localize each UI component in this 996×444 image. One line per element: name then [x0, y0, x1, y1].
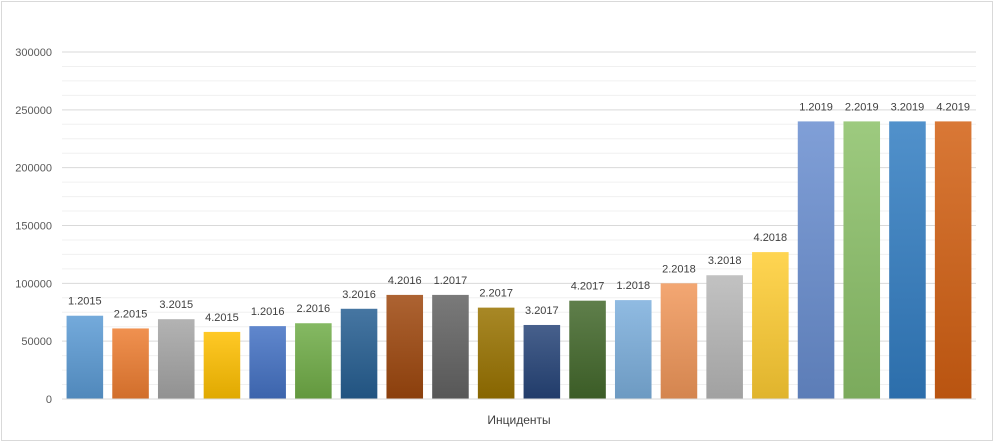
data-label: 1.2017 — [434, 275, 468, 287]
gridlines — [62, 51, 976, 386]
y-tick-label: 200000 — [15, 163, 52, 175]
data-label: 2.2018 — [662, 263, 696, 275]
data-label: 3.2019 — [891, 101, 925, 113]
data-label: 1.2016 — [251, 306, 285, 318]
bar — [843, 121, 881, 400]
bars — [66, 121, 972, 400]
bar — [569, 300, 606, 399]
data-label: 1.2018 — [616, 280, 650, 292]
bar — [157, 319, 195, 399]
data-label: 1.2019 — [799, 101, 833, 113]
data-label: 2.2019 — [845, 101, 879, 113]
bar — [477, 307, 515, 399]
data-label: 2.2015 — [114, 308, 148, 320]
bar — [797, 121, 835, 400]
data-label: 3.2016 — [342, 289, 376, 301]
bar — [432, 294, 469, 399]
bar — [934, 121, 972, 400]
data-label: 4.2016 — [388, 275, 422, 287]
bar — [752, 252, 789, 399]
bar — [889, 121, 926, 400]
data-label: 3.2018 — [708, 255, 742, 267]
bar — [386, 294, 424, 399]
data-label: 4.2015 — [205, 312, 239, 324]
data-label: 3.2015 — [159, 299, 193, 311]
data-labels: 1.2015 2.2015 3.2015 4.2015 1.2016 2.2016 3.20… — [68, 101, 970, 324]
bar — [706, 275, 743, 399]
y-tick-label: 50000 — [21, 336, 52, 348]
y-tick-label: 150000 — [15, 221, 52, 233]
y-tick-label: 0 — [46, 394, 52, 406]
bar — [614, 300, 652, 399]
y-tick-label: 250000 — [15, 105, 52, 117]
data-label: 2.2016 — [297, 303, 331, 315]
bar — [203, 331, 241, 399]
y-axis-tick-labels: 0 50000 100000 150000 200000 250000 300000 — [15, 47, 52, 406]
data-label: 4.2019 — [936, 101, 970, 113]
data-label: 2.2017 — [479, 288, 513, 300]
bar — [295, 323, 332, 399]
bar — [249, 326, 286, 399]
x-axis-title: Инциденты — [487, 413, 550, 427]
bar — [112, 328, 149, 399]
data-label: 3.2017 — [525, 305, 559, 317]
bar — [340, 308, 378, 399]
bar — [660, 283, 698, 399]
y-tick-label: 100000 — [15, 278, 52, 290]
y-tick-label: 300000 — [15, 47, 52, 59]
data-label: 4.2018 — [754, 232, 788, 244]
bar — [523, 324, 561, 399]
bar — [66, 315, 104, 399]
data-label: 4.2017 — [571, 281, 605, 293]
data-label: 1.2015 — [68, 296, 102, 308]
